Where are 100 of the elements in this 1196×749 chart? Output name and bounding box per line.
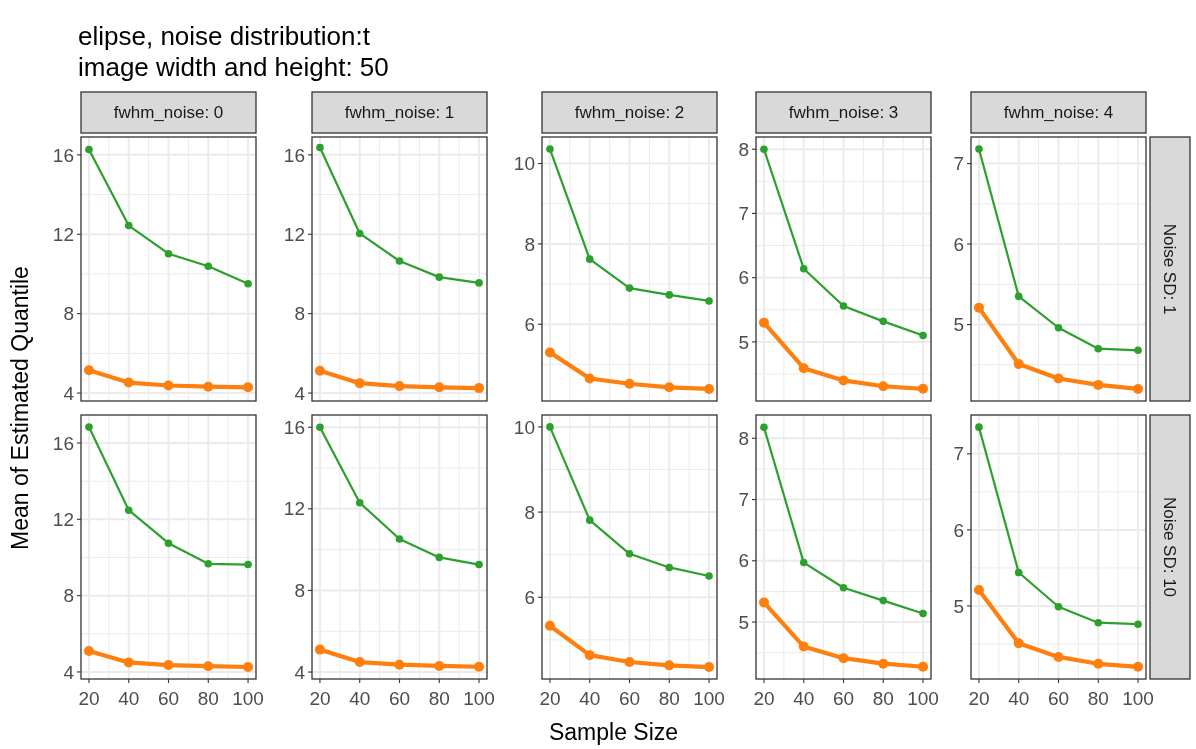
y-tick-label: 10 xyxy=(513,416,535,438)
point xyxy=(973,584,984,595)
point xyxy=(394,659,405,670)
point xyxy=(798,641,809,652)
y-tick-label: 5 xyxy=(738,331,749,353)
point xyxy=(394,381,405,392)
x-tick-label: 100 xyxy=(232,688,264,709)
point xyxy=(839,302,848,310)
y-tick-label: 16 xyxy=(283,144,305,166)
point xyxy=(85,145,93,154)
point xyxy=(546,145,554,153)
point xyxy=(435,553,444,562)
point xyxy=(975,423,983,431)
point xyxy=(665,563,674,572)
x-tick-label: 100 xyxy=(1122,688,1154,709)
x-tick-label: 40 xyxy=(1008,688,1030,709)
y-tick-label: 8 xyxy=(294,580,305,602)
point xyxy=(624,656,635,667)
point xyxy=(758,317,769,328)
point xyxy=(163,380,174,391)
point xyxy=(164,249,173,258)
x-tick-label: 60 xyxy=(1047,688,1070,709)
y-tick-label: 4 xyxy=(63,661,75,683)
point xyxy=(314,644,325,655)
point xyxy=(1134,346,1142,355)
point xyxy=(395,535,404,543)
y-tick-label: 4 xyxy=(63,382,75,404)
y-tick-label: 12 xyxy=(283,498,305,520)
point xyxy=(316,143,324,152)
point xyxy=(919,609,927,618)
x-axis-title: Sample Size xyxy=(548,719,679,745)
y-tick-label: 6 xyxy=(738,550,749,572)
text: Noise SD: 1 xyxy=(1160,223,1180,315)
point xyxy=(758,597,769,608)
x-tick-label: 60 xyxy=(832,688,855,709)
point xyxy=(203,661,214,672)
point xyxy=(475,279,483,287)
point xyxy=(664,660,675,671)
point xyxy=(585,255,594,263)
point xyxy=(878,658,889,669)
point xyxy=(354,378,365,389)
point xyxy=(243,661,254,672)
y-tick-label: 8 xyxy=(524,233,535,255)
point xyxy=(918,383,929,394)
text: Noise SD: 10 xyxy=(1160,496,1180,598)
point xyxy=(544,620,555,631)
point xyxy=(124,506,133,514)
point xyxy=(760,423,768,432)
y-tick-label: 8 xyxy=(738,427,749,449)
point xyxy=(705,297,713,305)
x-tick-label: 40 xyxy=(793,688,815,709)
x-tick-label: 80 xyxy=(197,688,219,709)
point xyxy=(354,657,365,668)
x-tick-label: 100 xyxy=(693,688,725,709)
point xyxy=(1014,292,1023,301)
x-tick-label: 80 xyxy=(872,688,894,709)
text: fwhm_noise: 3 xyxy=(788,103,899,123)
point xyxy=(1013,358,1024,369)
y-tick-label: 10 xyxy=(513,153,535,175)
point xyxy=(760,145,768,153)
point xyxy=(1133,383,1144,394)
x-tick-label: 80 xyxy=(1087,688,1109,709)
point xyxy=(544,347,555,358)
point xyxy=(973,302,984,313)
x-tick-label: 40 xyxy=(579,688,601,709)
point xyxy=(474,383,485,394)
point xyxy=(1094,344,1103,353)
y-tick-label: 7 xyxy=(953,153,964,175)
point xyxy=(705,572,713,580)
point xyxy=(1053,373,1064,384)
point xyxy=(85,423,93,431)
point xyxy=(625,550,634,558)
point xyxy=(203,381,214,392)
y-tick-label: 7 xyxy=(953,443,964,465)
point xyxy=(798,363,809,374)
point xyxy=(395,257,404,265)
x-tick-label: 40 xyxy=(349,688,371,709)
point xyxy=(919,331,927,340)
point xyxy=(83,645,94,656)
point xyxy=(584,373,595,384)
point xyxy=(1053,651,1064,662)
x-tick-label: 100 xyxy=(907,688,939,709)
point xyxy=(244,279,252,288)
text: fwhm_noise: 1 xyxy=(344,103,455,123)
x-tick-label: 20 xyxy=(78,688,100,709)
point xyxy=(624,378,635,389)
point xyxy=(123,657,134,668)
point xyxy=(1014,568,1023,577)
point xyxy=(204,559,213,568)
y-tick-label: 6 xyxy=(524,313,535,335)
point xyxy=(435,273,444,281)
point xyxy=(1054,602,1063,611)
y-tick-label: 6 xyxy=(738,267,749,289)
y-tick-label: 6 xyxy=(953,233,964,255)
x-tick-label: 20 xyxy=(968,688,990,709)
y-tick-label: 4 xyxy=(294,661,306,683)
y-tick-label: 16 xyxy=(52,144,74,166)
point xyxy=(434,660,445,671)
y-tick-label: 4 xyxy=(294,382,306,404)
y-tick-label: 6 xyxy=(524,586,535,608)
